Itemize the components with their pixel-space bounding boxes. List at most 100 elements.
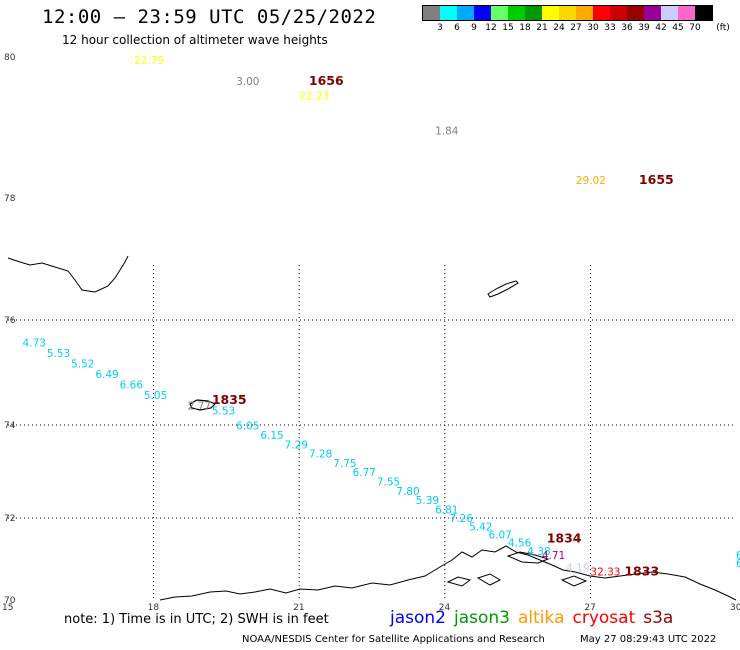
wave-height-value: 6 (736, 558, 740, 570)
color-scale-label: 12 (485, 23, 497, 33)
lon-tick-label: 24 (439, 603, 451, 613)
lat-tick-label: 74 (4, 421, 16, 431)
color-swatch (695, 6, 712, 20)
wave-height-value: 4.71 (542, 550, 565, 562)
color-scale-label: 33 (604, 23, 616, 33)
wave-height-value: 6.49 (95, 369, 118, 381)
color-scale-label: 42 (655, 23, 667, 33)
pass-time-label: 1833 (624, 563, 659, 578)
color-scale-unit: (ft) (716, 23, 730, 33)
svalbard-south-coast (7, 255, 129, 293)
satellite-legend: jason2 jason3 altika cryosat s3a (390, 608, 681, 628)
lat-tick-label: 70 (4, 596, 16, 606)
wave-height-value: 6.15 (260, 430, 283, 442)
wave-height-value: 5.53 (212, 406, 235, 418)
hopen-island (487, 280, 519, 298)
wave-height-value: 4.19 (566, 562, 589, 574)
color-scale-label: 18 (519, 23, 531, 33)
wave-height-value: 7.75 (333, 458, 356, 470)
color-scale-label: 45 (672, 23, 684, 33)
wave-height-value: 2.77 (188, 400, 211, 412)
lat-tick-label: 78 (4, 194, 16, 204)
legend-item-altika: altika (518, 608, 565, 628)
color-swatch (610, 6, 627, 20)
wave-height-value: 7.29 (285, 439, 308, 451)
color-swatch (542, 6, 559, 20)
color-swatch (525, 6, 542, 20)
wave-height-value: 6.07 (488, 530, 511, 542)
wave-height-value: 7.28 (309, 449, 332, 461)
color-scale-labels: 3 6 9 12 15 18 21 24 27 30 33 36 39 42 45 70 (ft) (422, 23, 730, 35)
color-scale-label: 70 (689, 23, 701, 33)
color-swatch (457, 6, 474, 20)
wave-height-value: 6.66 (120, 379, 144, 391)
legend-item-jason3: jason3 (454, 608, 510, 628)
color-swatch (593, 6, 610, 20)
wave-height-value: 4.56 (508, 538, 532, 550)
note-text: note: 1) Time is in UTC; 2) SWH is in fe… (64, 612, 329, 627)
lat-tick-label: 80 (4, 53, 16, 63)
wave-height-value: 4.38 (527, 546, 550, 558)
color-swatch (661, 6, 678, 20)
wave-height-value: 5.05 (144, 390, 167, 402)
page-subtitle: 12 hour collection of altimeter wave hei… (62, 33, 328, 47)
color-swatch (508, 6, 525, 20)
color-swatch (440, 6, 457, 20)
color-scale-label: 21 (536, 23, 548, 33)
lon-tick-label: 27 (584, 603, 595, 613)
color-scale-label: 39 (638, 23, 650, 33)
wave-height-value: 5.52 (71, 358, 94, 370)
wave-height-value: 29.02 (576, 175, 606, 187)
wave-height-value: 6.81 (435, 504, 458, 516)
color-swatch (576, 6, 593, 20)
wave-height-value: 4.73 (23, 337, 46, 349)
color-scale-label: 3 (437, 23, 443, 33)
wave-height-value: 5.39 (416, 495, 439, 507)
footer-credit: NOAA/NESDIS Center for Satellite Applica… (242, 634, 545, 645)
color-scale-swatches (422, 5, 713, 21)
pass-time-label: 1834 (547, 531, 582, 546)
lat-tick-label: 72 (4, 514, 15, 524)
pass-time-label: 1835 (212, 392, 247, 407)
magerøya (506, 551, 550, 564)
color-swatch (678, 6, 695, 20)
color-swatch (644, 6, 661, 20)
wave-height-values: 22.793.0022.231.8429.024.735.535.526.496… (23, 55, 740, 578)
color-scale-label: 27 (570, 23, 582, 33)
lon-tick-label: 30 (730, 603, 740, 613)
wave-height-value: 1.84 (435, 126, 459, 138)
legend-item-cryosat: cryosat (572, 608, 636, 628)
wave-height-value: 6.05 (236, 421, 259, 433)
lon-tick-label: 18 (148, 603, 160, 613)
wave-height-value: 7.80 (396, 486, 419, 498)
pass-time-label: 1656 (309, 73, 344, 88)
pass-time-labels: 1656 1655 1835 1834 1833 (212, 73, 674, 578)
color-scale-label: 36 (621, 23, 633, 33)
island-cluster (446, 573, 588, 587)
color-scale-label: 30 (587, 23, 599, 33)
page-title: 12:00 – 23:59 UTC 05/25/2022 (42, 6, 377, 28)
color-swatch (627, 6, 644, 20)
wave-height-value: 6.77 (353, 467, 376, 479)
color-scale-label: 24 (553, 23, 565, 33)
graticule (8, 265, 736, 600)
color-swatch (423, 6, 440, 20)
axis-labels: 15 18 21 24 27 30 70 72 74 76 78 80 (2, 53, 740, 613)
color-scale-label: 15 (502, 23, 514, 33)
wave-height-value: 7.55 (377, 476, 400, 488)
color-scale-label: 6 (454, 23, 460, 33)
wave-height-value: 5.42 (469, 521, 492, 533)
bear-island (189, 399, 217, 411)
color-swatch (474, 6, 491, 20)
wave-height-value: 22.23 (299, 90, 329, 102)
color-scale-legend: 3 6 9 12 15 18 21 24 27 30 33 36 39 42 45 70 (ft) (422, 5, 730, 35)
pass-time-label: 1655 (639, 172, 674, 187)
generation-timestamp: May 27 08:29:43 UTC 2022 (580, 634, 717, 645)
wave-height-value: 7.26 (450, 513, 474, 525)
wave-height-value: 3.00 (236, 76, 259, 88)
legend-item-jason2: jason2 (390, 608, 446, 628)
lon-tick-label: 21 (293, 603, 304, 613)
land-outlines (7, 255, 737, 601)
lon-tick-label: 15 (2, 603, 13, 613)
